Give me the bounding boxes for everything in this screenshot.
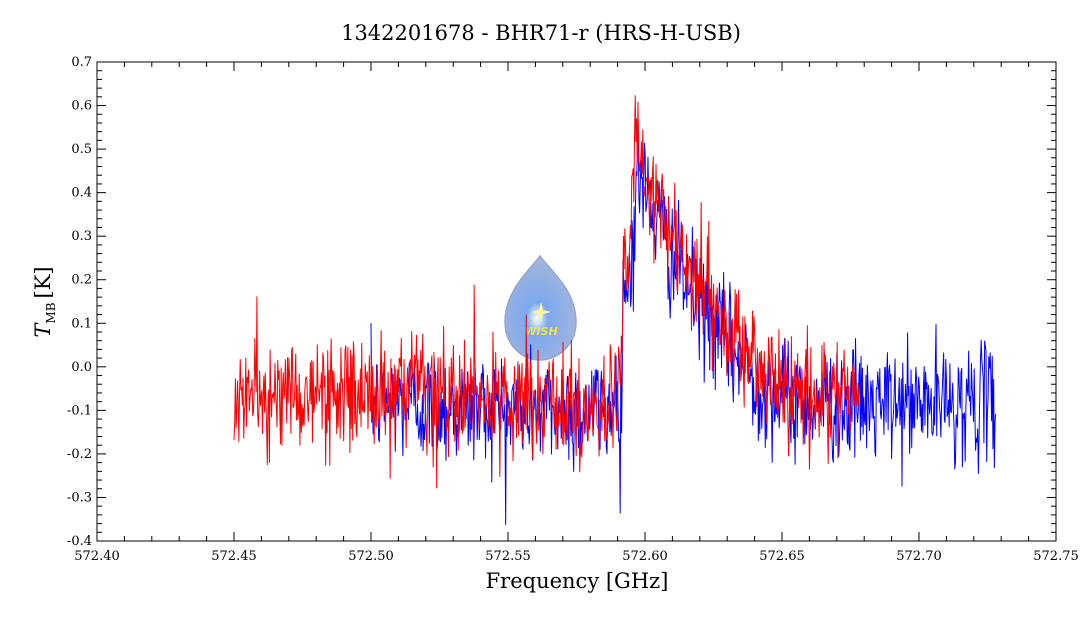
y-tick-label: 0.6 — [71, 99, 92, 114]
x-tick-label: 572.75 — [1033, 549, 1079, 564]
series-line-1 — [370, 126, 997, 526]
logo-text: WISH — [524, 325, 557, 338]
y-tick-label: 0.3 — [71, 229, 92, 244]
x-tick-label: 572.40 — [74, 549, 120, 564]
y-axis-label-sub: MB — [44, 302, 58, 323]
y-tick-label: -0.2 — [67, 447, 92, 462]
x-tick-label: 572.45 — [211, 549, 257, 564]
y-axis-label-unit: [K] — [31, 266, 55, 298]
plot-area — [233, 95, 997, 526]
x-tick-label: 572.65 — [759, 549, 805, 564]
y-tick-label: 0.0 — [71, 360, 92, 375]
y-axis-label-main: T — [31, 322, 55, 338]
plot-frame — [96, 61, 1057, 542]
axes: 572.40 572.45 572.50 572.55 572.60 572.65 572.… — [67, 55, 1079, 564]
x-tick-label: 572.55 — [485, 549, 531, 564]
y-tick-label: 0.7 — [71, 55, 92, 70]
x-axis-label: Frequency [GHz] — [486, 569, 669, 593]
y-tick-label: -0.4 — [67, 534, 92, 549]
y-axis-label: TMB [K] — [31, 266, 58, 337]
series-line-2 — [233, 95, 860, 489]
y-tick-label: 0.4 — [71, 186, 92, 201]
y-tick-label: 0.1 — [71, 316, 92, 331]
wish-logo: WISH — [504, 254, 577, 361]
star-icon — [531, 302, 551, 322]
y-tick-label: -0.1 — [67, 403, 92, 418]
x-tick-label: 572.70 — [896, 549, 942, 564]
x-tick-label: 572.60 — [622, 549, 668, 564]
svg-text:TMB[K]: TMB [K] — [31, 266, 58, 337]
x-tick-label: 572.50 — [348, 549, 394, 564]
y-tick-label: 0.2 — [71, 273, 92, 288]
y-tick-label: 0.5 — [71, 142, 92, 157]
chart-title: 1342201678 - BHR71-r (HRS-H-USB) — [341, 21, 741, 45]
y-tick-label: -0.3 — [67, 490, 92, 505]
